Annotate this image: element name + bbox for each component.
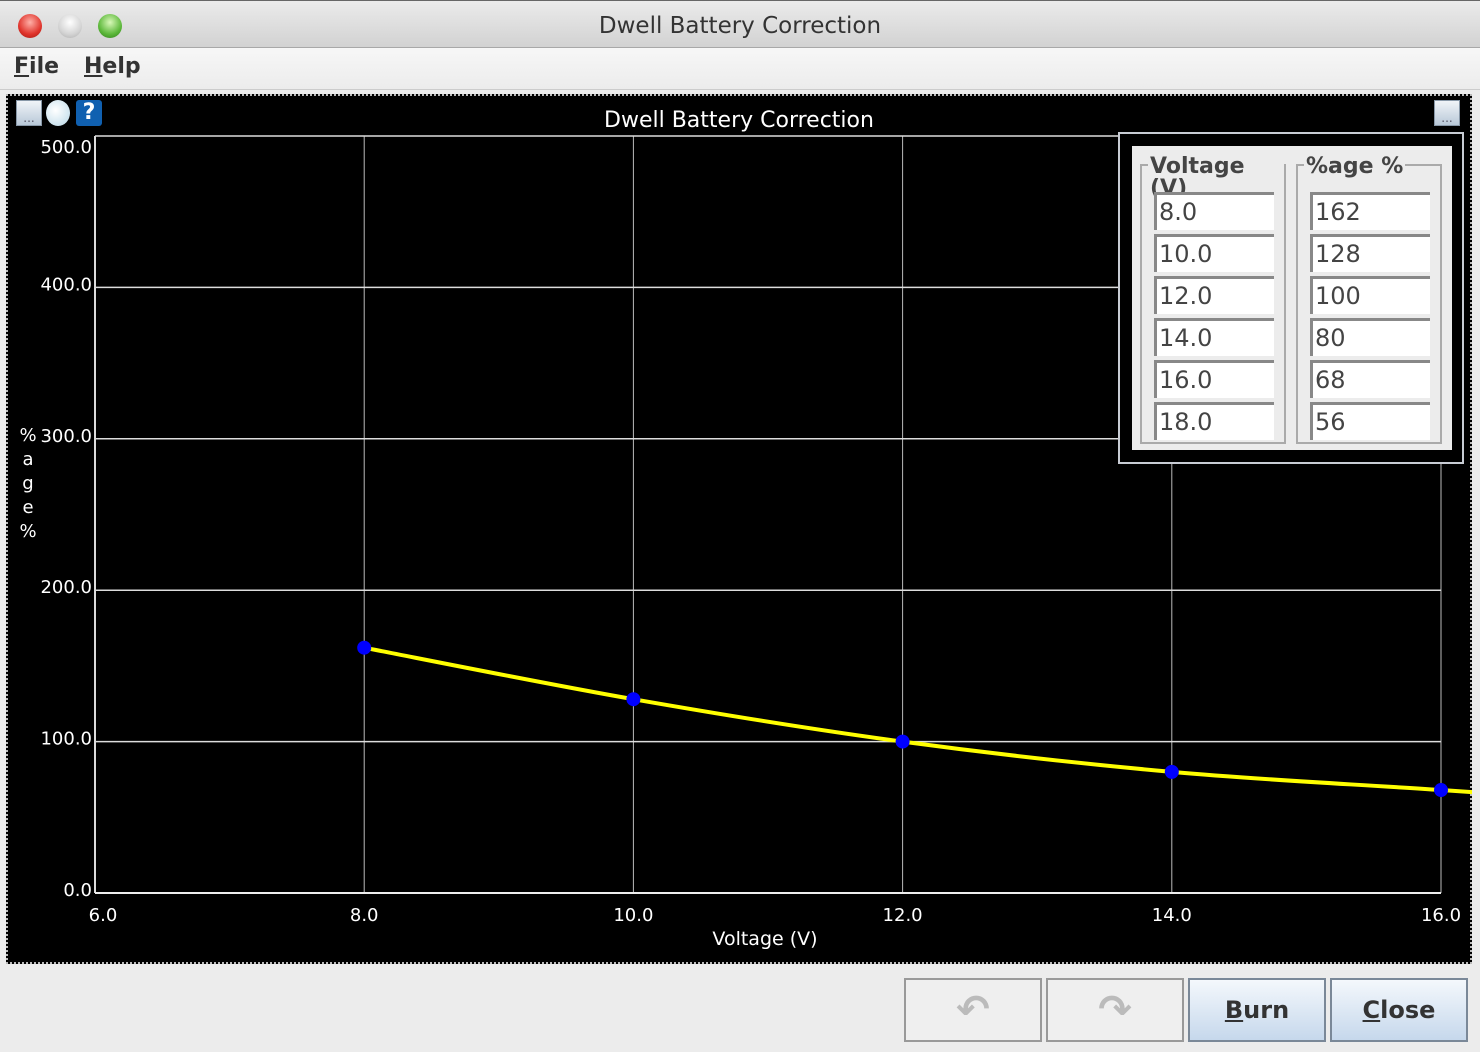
voltage-input[interactable]: 16.0 [1154, 360, 1274, 398]
data-point [1434, 783, 1448, 798]
data-point [1164, 764, 1179, 779]
burn-label: Burn [1224, 996, 1290, 1024]
close-window-icon[interactable] [18, 14, 42, 38]
voltage-input[interactable]: 8.0 [1154, 192, 1274, 230]
y-tick-label: 500.0 [40, 137, 92, 158]
voltage-input[interactable]: 18.0 [1154, 402, 1274, 440]
help-icon[interactable]: ? [76, 100, 102, 126]
percentage-input[interactable]: 68 [1310, 360, 1430, 398]
close-label: Close [1362, 996, 1436, 1024]
more-options-right-icon[interactable]: ... [1434, 100, 1460, 126]
percentage-input[interactable]: 128 [1310, 234, 1430, 272]
menu-file-label: File [14, 54, 60, 79]
y-tick-label: 0.0 [63, 880, 92, 901]
x-tick-label: 10.0 [613, 905, 653, 926]
data-point [357, 640, 372, 655]
minimize-window-icon[interactable] [58, 14, 82, 38]
x-tick-label: 12.0 [883, 905, 923, 926]
zoom-window-icon[interactable] [98, 14, 122, 38]
x-tick-label: 14.0 [1152, 905, 1192, 926]
percentage-input[interactable]: 162 [1310, 192, 1430, 230]
chart-title: Dwell Battery Correction [604, 108, 874, 133]
menu-bar: File Help [0, 48, 1480, 90]
more-options-icon[interactable]: ... [16, 100, 42, 126]
undo-button[interactable]: ↶ [904, 978, 1042, 1042]
voltage-input[interactable]: 10.0 [1154, 234, 1274, 272]
x-tick-label: 8.0 [350, 905, 379, 926]
x-tick-label: 6.0 [89, 905, 118, 926]
table-overlay: Voltage (V) 8.0 10.0 12.0 14.0 16.0 18.0 %age… [1118, 132, 1464, 464]
burn-button[interactable]: Burn [1188, 978, 1326, 1042]
title-bar: Dwell Battery Correction [0, 0, 1480, 48]
y-axis-label: %age % [19, 425, 40, 542]
percentage-input[interactable]: 100 [1310, 276, 1430, 314]
x-tick-label: 16.0 [1421, 905, 1461, 926]
percentage-input[interactable]: 56 [1310, 402, 1430, 440]
edit-note-icon[interactable] [46, 100, 70, 126]
x-axis-label: Voltage (V) [712, 928, 818, 950]
redo-button[interactable]: ↷ [1046, 978, 1184, 1042]
undo-icon: ↶ [956, 987, 990, 1033]
voltage-input[interactable]: 12.0 [1154, 276, 1274, 314]
menu-file[interactable]: File [14, 54, 59, 79]
data-point [626, 692, 641, 707]
y-tick-label: 300.0 [40, 426, 92, 447]
redo-icon: ↷ [1098, 987, 1132, 1033]
series-line [363, 645, 1472, 795]
y-tick-label: 100.0 [40, 729, 92, 750]
percentage-column: %age % 162 128 100 80 68 56 [1296, 156, 1442, 444]
voltage-input[interactable]: 14.0 [1154, 318, 1274, 356]
y-tick-label: 400.0 [40, 274, 92, 295]
menu-help-label: Help [84, 54, 141, 79]
percentage-column-header: %age % [1304, 154, 1406, 179]
y-tick-label: 200.0 [40, 577, 92, 598]
close-button[interactable]: Close [1330, 978, 1468, 1042]
window-title: Dwell Battery Correction [598, 13, 882, 39]
menu-help[interactable]: Help [84, 54, 141, 79]
data-point [895, 734, 910, 749]
percentage-input[interactable]: 80 [1310, 318, 1430, 356]
voltage-column: Voltage (V) 8.0 10.0 12.0 14.0 16.0 18.0 [1140, 156, 1286, 444]
